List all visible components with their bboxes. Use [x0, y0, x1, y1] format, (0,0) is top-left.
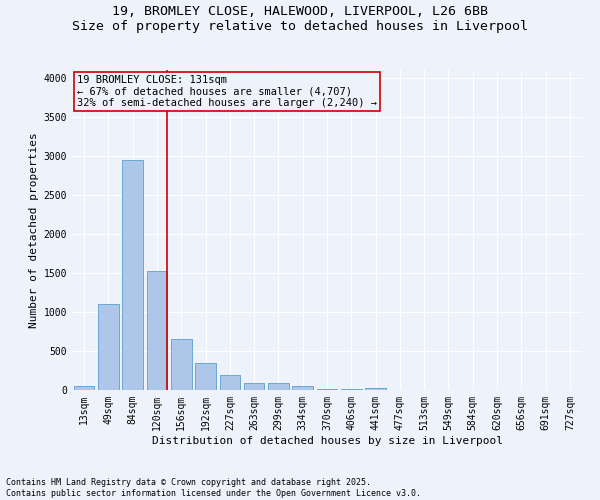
Text: 19, BROMLEY CLOSE, HALEWOOD, LIVERPOOL, L26 6BB
Size of property relative to det: 19, BROMLEY CLOSE, HALEWOOD, LIVERPOOL, …: [72, 5, 528, 33]
Bar: [122, 160, 143, 390]
Text: 19 BROMLEY CLOSE: 131sqm
← 67% of detached houses are smaller (4,707)
32% of sem: 19 BROMLEY CLOSE: 131sqm ← 67% of detach…: [77, 75, 377, 108]
Bar: [74, 386, 94, 390]
Bar: [195, 364, 216, 390]
Bar: [341, 389, 362, 390]
Y-axis label: Number of detached properties: Number of detached properties: [29, 132, 40, 328]
Bar: [171, 340, 191, 390]
Bar: [244, 383, 265, 390]
Bar: [146, 270, 167, 390]
Bar: [220, 375, 240, 390]
Bar: [365, 388, 386, 390]
Bar: [292, 386, 313, 390]
Bar: [268, 384, 289, 390]
X-axis label: Distribution of detached houses by size in Liverpool: Distribution of detached houses by size …: [151, 436, 503, 446]
Bar: [98, 304, 119, 390]
Bar: [317, 389, 337, 390]
Text: Contains HM Land Registry data © Crown copyright and database right 2025.
Contai: Contains HM Land Registry data © Crown c…: [6, 478, 421, 498]
